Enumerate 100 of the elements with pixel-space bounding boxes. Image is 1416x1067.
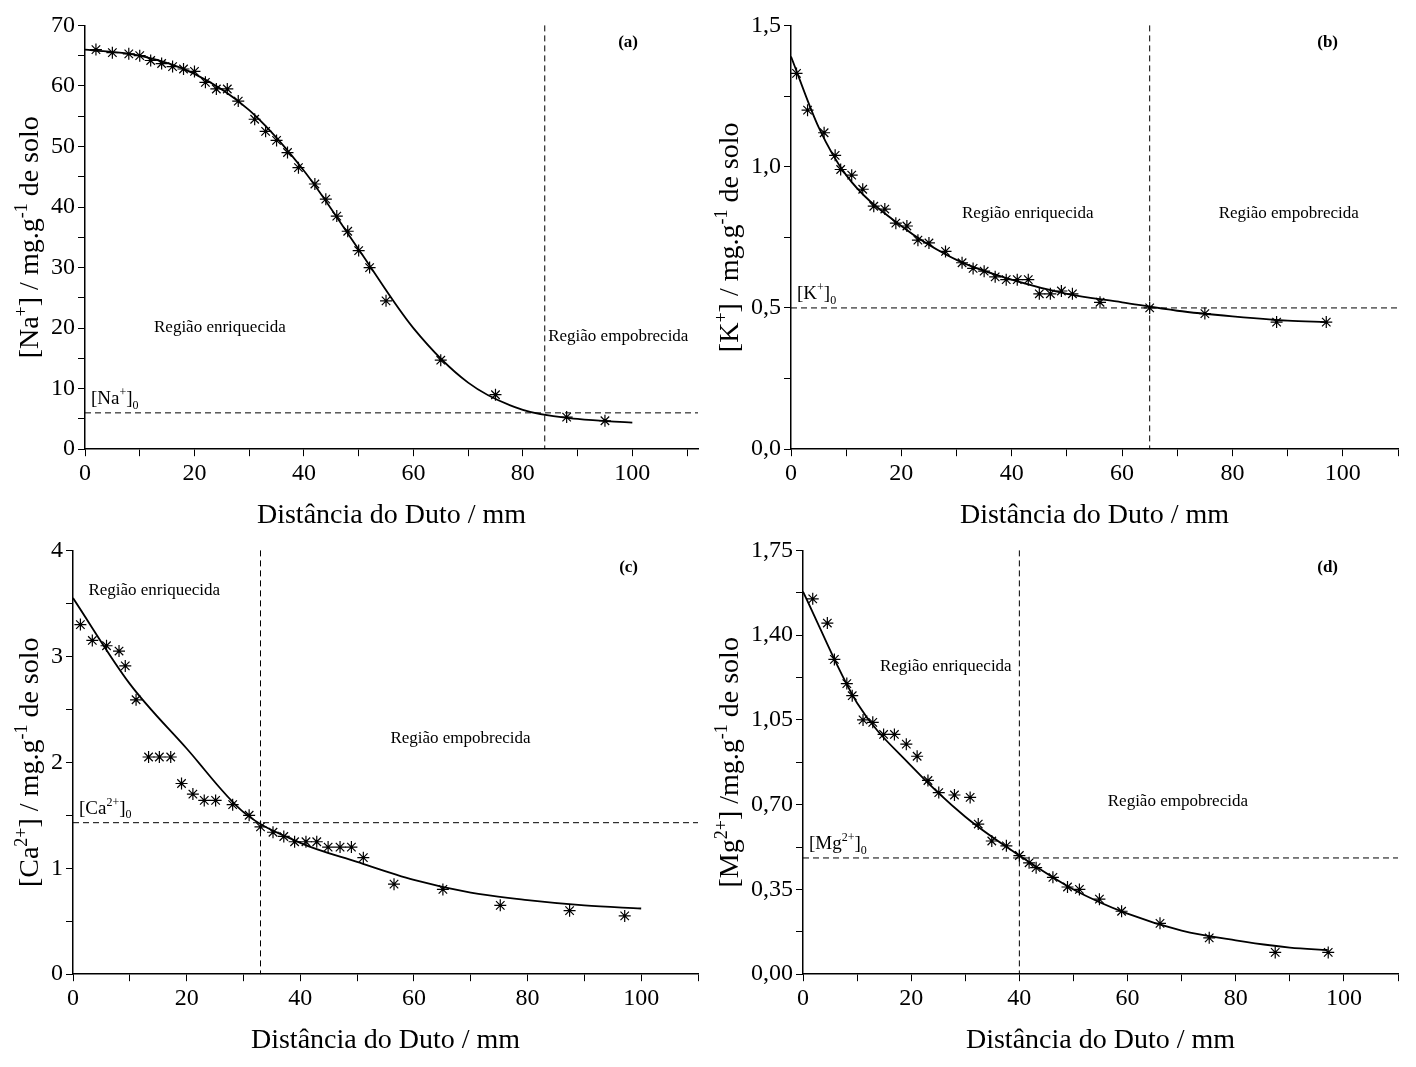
annotation: Região enriquecida bbox=[879, 655, 1013, 675]
y-tick-label: 1,75 bbox=[751, 535, 793, 562]
point bbox=[1054, 284, 1068, 298]
point bbox=[887, 727, 902, 742]
point bbox=[1043, 287, 1057, 301]
point bbox=[266, 825, 280, 839]
x-tick-label: 20 bbox=[889, 458, 914, 485]
point bbox=[280, 145, 295, 160]
point bbox=[248, 112, 262, 126]
y-tick-label: 1,0 bbox=[751, 151, 781, 178]
point bbox=[999, 273, 1013, 287]
y-axis-title: [Ca2+] / mg.g-1 de solo bbox=[10, 637, 44, 888]
y-axis-title: [Na+] / mg.g-1 de solo bbox=[10, 116, 44, 359]
x-tick-label: 60 bbox=[1110, 458, 1135, 485]
point bbox=[1022, 856, 1036, 870]
point bbox=[1012, 848, 1026, 863]
point bbox=[493, 898, 507, 912]
point bbox=[889, 216, 903, 230]
point bbox=[253, 820, 268, 834]
point bbox=[197, 793, 211, 808]
x-axis-title: Distância do Duto / mm bbox=[256, 498, 527, 529]
y-tick-label: 10 bbox=[51, 373, 75, 400]
point bbox=[932, 785, 946, 800]
point bbox=[878, 202, 892, 216]
point bbox=[186, 787, 200, 801]
chart-title: (b) bbox=[1317, 32, 1338, 52]
point bbox=[287, 835, 302, 849]
point bbox=[152, 750, 166, 764]
point bbox=[999, 839, 1013, 853]
y-tick-label: 0,00 bbox=[751, 959, 793, 986]
point bbox=[259, 124, 273, 138]
point bbox=[330, 209, 344, 223]
point bbox=[800, 103, 815, 117]
point bbox=[356, 851, 370, 865]
point bbox=[118, 659, 132, 673]
point bbox=[352, 244, 366, 258]
point bbox=[988, 270, 1002, 284]
point bbox=[129, 693, 143, 707]
point bbox=[856, 182, 870, 196]
point bbox=[488, 388, 503, 402]
x-axis-title: Distância do Duto / mm bbox=[965, 1023, 1236, 1054]
point bbox=[598, 414, 612, 428]
point bbox=[164, 750, 178, 764]
point bbox=[321, 840, 335, 854]
y-tick-label: 40 bbox=[51, 192, 75, 219]
point bbox=[971, 817, 985, 831]
x-axis-title: Distância do Duto / mm bbox=[250, 1023, 521, 1054]
x-tick-label: 80 bbox=[515, 983, 540, 1010]
y-tick-label: 4 bbox=[51, 535, 63, 562]
point bbox=[1115, 904, 1129, 918]
x-tick-label: 60 bbox=[401, 458, 426, 485]
annotation: Região empobrecida bbox=[548, 325, 689, 345]
point bbox=[562, 904, 577, 918]
chart-title: (a) bbox=[618, 32, 639, 52]
x-tick-label: 100 bbox=[614, 458, 651, 485]
point bbox=[231, 94, 245, 108]
point bbox=[560, 410, 574, 424]
point bbox=[144, 53, 158, 68]
y-tick-label: 0,0 bbox=[751, 434, 781, 461]
point bbox=[877, 727, 891, 742]
point bbox=[1270, 315, 1284, 329]
point bbox=[436, 882, 450, 897]
point bbox=[333, 840, 347, 854]
point bbox=[827, 652, 841, 666]
point bbox=[618, 909, 632, 923]
point bbox=[866, 715, 880, 729]
y-tick-label: 2 bbox=[51, 747, 63, 774]
x-axis-title: Distância do Duto / mm bbox=[959, 498, 1230, 529]
point bbox=[806, 592, 820, 606]
x-tick-label: 40 bbox=[999, 458, 1024, 485]
point bbox=[73, 617, 87, 632]
x-tick-label: 40 bbox=[291, 458, 316, 485]
x-tick-label: 20 bbox=[899, 983, 924, 1010]
point bbox=[341, 224, 355, 238]
point bbox=[310, 835, 324, 849]
y-tick-label: 30 bbox=[51, 252, 75, 279]
y-tick-label: 1,05 bbox=[751, 705, 793, 732]
point bbox=[269, 133, 284, 148]
point bbox=[226, 798, 240, 812]
point bbox=[344, 840, 359, 854]
point bbox=[1021, 273, 1035, 287]
y-tick-label: 0,35 bbox=[751, 874, 793, 901]
y-tick-label: 70 bbox=[51, 10, 75, 37]
point bbox=[820, 616, 834, 630]
x-tick-label: 40 bbox=[1007, 983, 1032, 1010]
point bbox=[963, 790, 977, 805]
point bbox=[379, 294, 393, 308]
y-tick-label: 3 bbox=[51, 641, 63, 668]
point bbox=[85, 633, 99, 648]
point bbox=[977, 264, 991, 278]
point bbox=[89, 43, 103, 57]
point bbox=[834, 162, 848, 177]
point bbox=[911, 233, 925, 247]
point bbox=[938, 244, 953, 259]
point bbox=[209, 82, 223, 96]
point bbox=[966, 261, 980, 275]
point bbox=[867, 199, 881, 213]
x-tick-label: 100 bbox=[1324, 458, 1361, 485]
x-tick-label: 100 bbox=[1325, 983, 1362, 1010]
point bbox=[1143, 301, 1157, 315]
